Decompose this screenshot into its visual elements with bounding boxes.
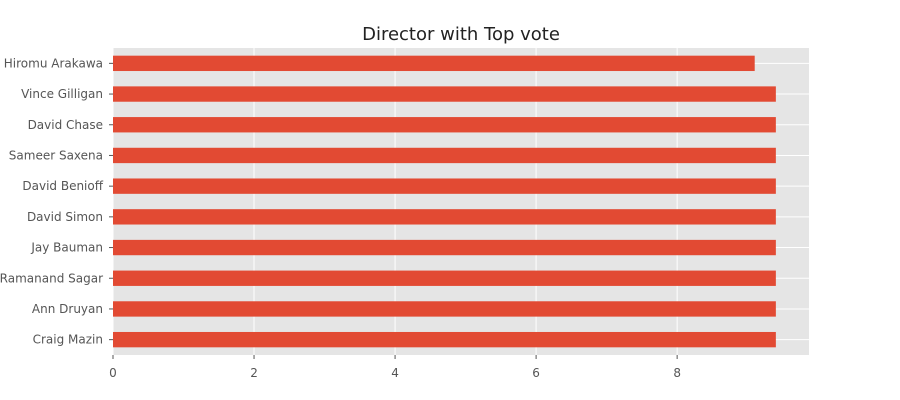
bar (113, 178, 776, 194)
bar (113, 301, 776, 317)
x-tick-label: 0 (109, 366, 117, 380)
bars (113, 55, 776, 348)
x-tick-label: 6 (532, 366, 540, 380)
x-tick-label: 4 (391, 366, 399, 380)
bar (113, 270, 776, 286)
y-tick-label: Craig Mazin (33, 333, 103, 347)
bar (113, 117, 776, 133)
bar (113, 55, 755, 72)
y-tick-label: Ramanand Sagar (0, 271, 103, 285)
y-tick-label: David Chase (28, 118, 103, 132)
y-tick-label: Vince Gilligan (21, 87, 103, 101)
y-tick-label: Jay Bauman (30, 241, 103, 255)
bar (113, 331, 776, 348)
x-tick-labels: 0 2 4 6 8 (109, 355, 681, 380)
bar (113, 147, 776, 164)
y-tick-label: Hiromu Arakawa (4, 56, 103, 70)
y-tick-label: David Benioff (22, 179, 103, 193)
y-tick-label: David Simon (27, 210, 103, 224)
bar (113, 86, 776, 102)
x-tick-label: 8 (673, 366, 681, 380)
y-tick-label: Sameer Saxena (9, 148, 103, 162)
y-tick-label: Ann Druyan (32, 302, 103, 316)
y-tick-labels: Craig Mazin Ann Druyan Ramanand Sagar Jay B… (0, 56, 113, 347)
chart-title: Director with Top vote (362, 24, 560, 45)
bar (113, 209, 776, 225)
bar (113, 239, 776, 256)
x-tick-label: 2 (250, 366, 258, 380)
